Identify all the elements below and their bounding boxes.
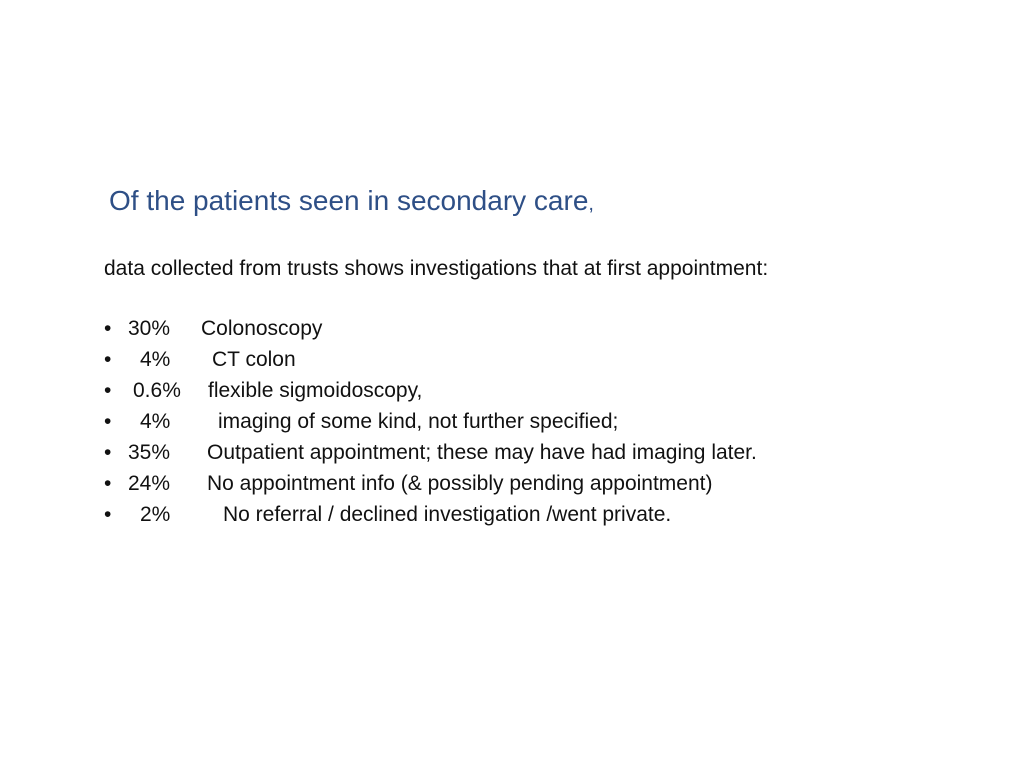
item-label: Outpatient appointment; these may have h…	[207, 441, 757, 464]
item-percent: 0.6%	[133, 379, 181, 402]
item-percent: 4%	[140, 410, 171, 433]
bullet-icon: •	[104, 410, 112, 433]
slide-title-text: Of the patients seen in secondary care	[109, 185, 589, 216]
item-label: flexible sigmoidoscopy,	[208, 379, 423, 402]
bullet-icon: •	[104, 317, 112, 340]
bullet-icon: •	[104, 441, 112, 464]
item-percent: 30%	[128, 317, 171, 340]
slide-title-comma: ,	[588, 193, 594, 215]
bullet-icon: •	[104, 472, 112, 495]
slide-title: Of the patients seen in secondary care,	[109, 182, 594, 223]
bullet-icon: •	[104, 348, 112, 371]
item-percent: 24%	[128, 472, 171, 495]
intro-text: data collected from trusts shows investi…	[104, 257, 769, 280]
item-percent: 35%	[128, 441, 171, 464]
item-percent: 2%	[140, 503, 171, 526]
item-label: CT colon	[212, 348, 296, 371]
item-label: No referral / declined investigation /we…	[223, 503, 672, 526]
item-label: imaging of some kind, not further specif…	[218, 410, 619, 433]
bullet-icon: •	[104, 379, 112, 402]
item-label: No appointment info (& possibly pending …	[207, 472, 713, 495]
item-label: Colonoscopy	[201, 317, 323, 340]
item-percent: 4%	[140, 348, 171, 371]
bullet-icon: •	[104, 503, 112, 526]
